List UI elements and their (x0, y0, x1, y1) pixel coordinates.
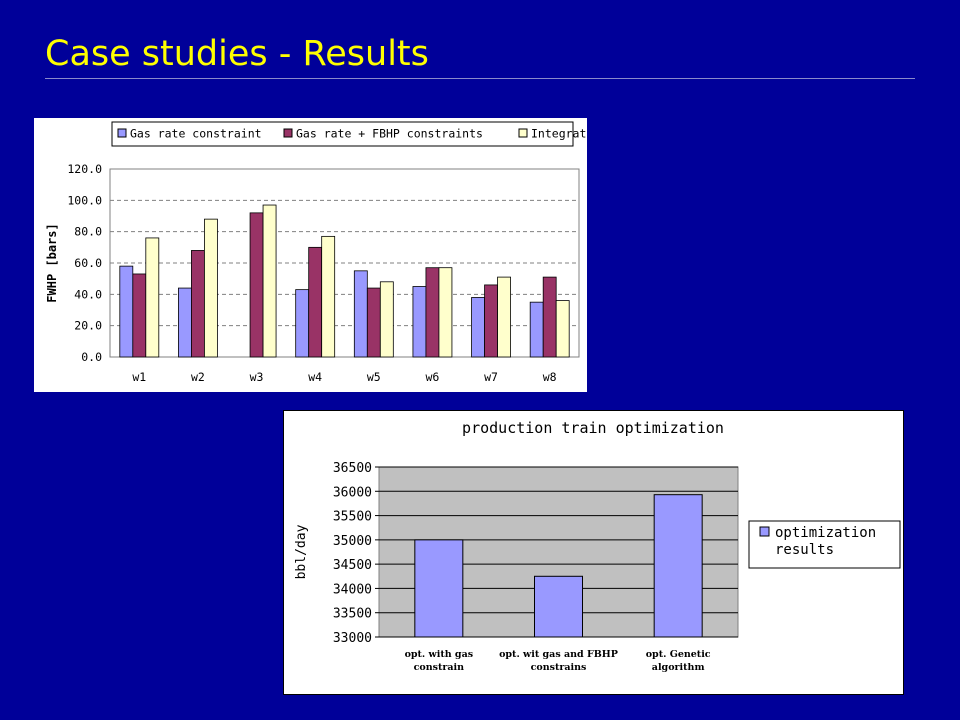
bar-w6-series-2 (425, 267, 440, 358)
bar-w6-series-1 (412, 286, 427, 358)
bar-w5-series-3 (379, 281, 394, 358)
bar-w6-series-3 (438, 267, 453, 358)
x-tick-label: w5 (367, 370, 381, 384)
x-tick-label: w1 (132, 370, 146, 384)
legend-box (111, 121, 574, 147)
bar-w7-series-3 (497, 276, 511, 358)
x-tick-label: w6 (426, 370, 440, 384)
y-tick-label: 33000 (333, 631, 372, 646)
y-tick-label: 34000 (333, 582, 372, 597)
fwhp-chart-svg: Gas rate constraint Gas rate + FBHP const… (45, 121, 587, 384)
y-tick-label: 80.0 (74, 225, 102, 239)
y-axis-title: bbl/day (294, 524, 309, 579)
x-tick-label: opt. Genetic (646, 649, 711, 660)
legend: Gas rate constraint Gas rate + FBHP const… (111, 121, 587, 147)
y-tick-label: 35500 (333, 510, 372, 525)
bar-w3-series-2 (249, 212, 264, 358)
bar-category-1 (414, 539, 464, 638)
bar-w2-series-3 (204, 218, 218, 358)
bar-w5-series-1 (353, 270, 368, 358)
y-tick-label: 120.0 (67, 162, 102, 176)
bar-w7-series-2 (484, 284, 498, 358)
x-tick-label: constrains (531, 662, 587, 673)
y-tick-label: 20.0 (74, 319, 102, 333)
bar-w4-series-2 (308, 246, 323, 358)
y-tick-label: 36500 (333, 461, 372, 476)
bar-w1-series-3 (145, 237, 160, 358)
y-tick-label: 60.0 (74, 256, 102, 270)
bar-w7-series-1 (471, 297, 485, 358)
bar-w1-series-2 (132, 273, 147, 358)
x-tick-label: algorithm (652, 662, 705, 673)
y-tick-label: 40.0 (74, 287, 102, 301)
legend-label: Gas rate + FBHP constraints (296, 127, 483, 141)
production-train-chart: production train optimization 33000 33500 3… (283, 410, 904, 695)
legend-box (748, 520, 901, 569)
x-tick-label: constrain (414, 662, 465, 673)
bar-w8-series-3 (555, 300, 570, 358)
legend-swatch (283, 128, 293, 138)
legend-label: optimization (775, 525, 876, 541)
bar-w4-series-3 (321, 235, 336, 358)
x-tick-label: opt. with gas (405, 649, 474, 660)
chart-title: production train optimization (462, 419, 724, 437)
y-tick-label: 0.0 (81, 350, 102, 364)
bar-category-3 (653, 494, 703, 638)
bar-w8-series-1 (529, 301, 544, 358)
title-divider (45, 78, 915, 79)
bar-category-2 (534, 575, 583, 638)
y-tick-label: 100.0 (67, 193, 102, 207)
y-tick-label: 35000 (333, 534, 372, 549)
bar-w1-series-1 (119, 265, 134, 358)
legend-swatch (117, 128, 127, 138)
legend-label: results (775, 542, 834, 558)
bar-w4-series-1 (295, 289, 310, 358)
x-tick-label: opt. wit gas and FBHP (499, 649, 618, 660)
x-tick-label: w2 (191, 370, 205, 384)
bar-w2-series-2 (191, 250, 205, 358)
slide-title: Case studies - Results (45, 34, 429, 74)
x-tick-label: w8 (543, 370, 557, 384)
y-tick-label: 36000 (333, 485, 372, 500)
legend-swatch (518, 128, 528, 138)
y-axis-title: FWHP [bars] (45, 223, 59, 302)
bar-w8-series-2 (542, 276, 557, 358)
bar-w5-series-2 (366, 287, 381, 358)
legend-swatch (759, 526, 770, 537)
bar-w2-series-1 (178, 287, 192, 358)
bar-w3-series-3 (262, 204, 277, 358)
y-tick-label: 33500 (333, 607, 372, 622)
x-tick-label: w3 (250, 370, 264, 384)
fwhp-chart: Gas rate constraint Gas rate + FBHP const… (34, 118, 587, 392)
legend-label: Gas rate constraint (130, 127, 262, 141)
production-train-chart-svg: production train optimization 33000 33500 3… (283, 410, 904, 695)
legend-label: Integrated (531, 127, 587, 141)
y-tick-label: 34500 (333, 558, 372, 573)
x-tick-label: w7 (484, 370, 498, 384)
x-tick-label: w4 (308, 370, 322, 384)
